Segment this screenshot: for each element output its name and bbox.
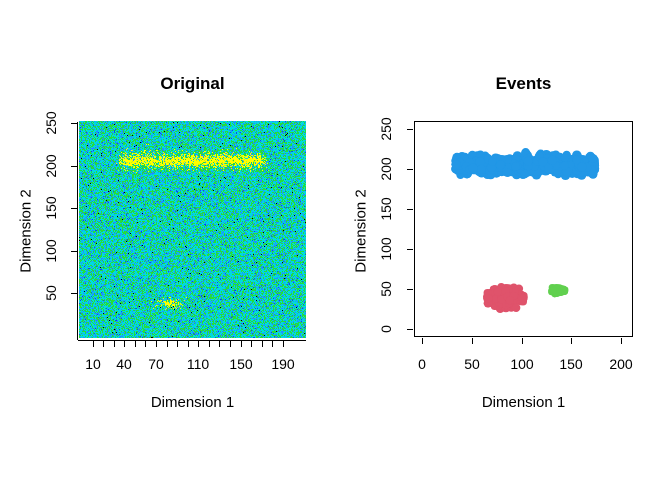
x-axis-tick [272, 341, 273, 347]
y-axis-tick [71, 251, 77, 252]
x-axis-tick [571, 338, 572, 344]
panel-original-xlabel: Dimension 1 [150, 394, 235, 411]
x-axis-line [78, 340, 306, 341]
plot-box [414, 121, 633, 337]
x-axis-tick [422, 338, 423, 344]
panel-events-title: Events [495, 74, 552, 93]
x-tick-label: 10 [85, 356, 101, 372]
y-tick-label: 200 [43, 154, 59, 178]
x-axis-tick [219, 341, 220, 347]
scatter-canvas [414, 121, 633, 337]
x-tick-label: 110 [186, 356, 210, 372]
panel-original-ylabel: Dimension 2 [17, 189, 35, 273]
x-tick-label: 150 [559, 356, 583, 372]
x-axis-tick [93, 341, 94, 347]
x-tick-label: 200 [609, 356, 633, 372]
x-tick-label: 40 [116, 356, 132, 372]
x-axis-tick [156, 341, 157, 347]
y-axis-tick [407, 329, 413, 330]
y-axis-tick [407, 169, 413, 170]
x-axis-tick [472, 338, 473, 344]
x-axis-tick [241, 341, 242, 347]
x-axis-tick [103, 341, 104, 347]
y-tick-label: 50 [43, 285, 59, 301]
x-axis-tick [230, 341, 231, 347]
x-tick-label: 190 [271, 356, 295, 372]
x-axis-tick [124, 341, 125, 347]
panel-original-title: Original [160, 74, 225, 93]
y-axis-tick [71, 208, 77, 209]
panel-events-xlabel: Dimension 1 [481, 394, 566, 411]
y-tick-label: 50 [378, 281, 394, 297]
x-axis-tick [167, 341, 168, 347]
y-tick-label: 100 [43, 239, 59, 263]
x-tick-label: 0 [418, 356, 426, 372]
x-axis-tick [177, 341, 178, 347]
y-axis-tick [71, 123, 77, 124]
x-tick-label: 50 [464, 356, 480, 372]
y-axis-line [77, 122, 78, 340]
x-axis-tick [209, 341, 210, 347]
x-axis-tick [114, 341, 115, 347]
y-tick-label: 150 [43, 196, 59, 220]
y-tick-label: 250 [43, 111, 59, 135]
x-axis-tick [283, 341, 284, 347]
y-axis-tick [407, 249, 413, 250]
y-tick-label: 200 [378, 157, 394, 181]
y-tick-label: 100 [378, 237, 394, 261]
heatmap-canvas [79, 121, 306, 338]
x-axis-tick [135, 341, 136, 347]
x-axis-tick [145, 341, 146, 347]
y-tick-label: 250 [378, 117, 394, 141]
x-axis-tick [262, 341, 263, 347]
x-axis-tick [251, 341, 252, 347]
y-tick-label: 150 [378, 197, 394, 221]
x-axis-tick [198, 341, 199, 347]
x-tick-label: 150 [229, 356, 253, 372]
x-tick-label: 100 [510, 356, 534, 372]
y-axis-tick [71, 293, 77, 294]
y-axis-tick [407, 129, 413, 130]
x-axis-tick [188, 341, 189, 347]
y-tick-label: 0 [378, 325, 394, 333]
y-axis-tick [71, 166, 77, 167]
panel-events-ylabel: Dimension 2 [352, 189, 370, 273]
y-axis-tick [407, 209, 413, 210]
x-tick-label: 70 [148, 356, 164, 372]
y-axis-tick [407, 289, 413, 290]
x-axis-tick [621, 338, 622, 344]
x-axis-tick [522, 338, 523, 344]
